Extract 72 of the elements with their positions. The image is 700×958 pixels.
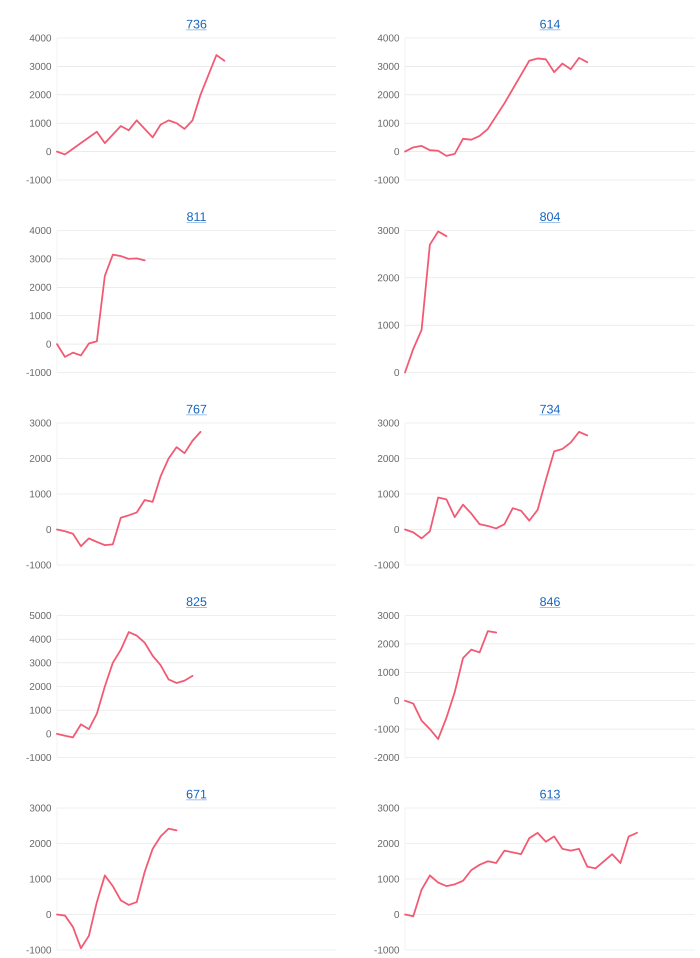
chart-title: 825 — [186, 597, 206, 606]
y-tick-label: 3000 — [30, 659, 52, 666]
line-series — [404, 630, 498, 740]
y-tick-label: 1000 — [378, 875, 400, 883]
y-tick-label: 2000 — [378, 91, 400, 98]
y-tick-label: 1000 — [378, 668, 400, 676]
y-tick-label: 3000 — [30, 62, 52, 70]
y-tick-label: 3000 — [378, 226, 400, 234]
y-tick-label: 3000 — [378, 612, 400, 620]
y-tick-label: 2000 — [378, 640, 400, 648]
line-series — [404, 832, 638, 918]
chart-title: 767 — [186, 404, 206, 414]
chart-title: 804 — [540, 212, 560, 222]
y-tick-label: 0 — [394, 697, 400, 704]
y-tick-label: 2000 — [378, 454, 400, 462]
y-tick-label: 5000 — [30, 612, 52, 620]
line-series — [56, 828, 178, 950]
y-tick-label: -1000 — [26, 368, 52, 376]
y-tick-label: -2000 — [374, 754, 400, 762]
y-tick-label: 3000 — [378, 804, 400, 812]
chart-title: 846 — [540, 597, 560, 606]
y-tick-label: 2000 — [30, 840, 52, 848]
y-tick-label: 1000 — [30, 312, 52, 320]
y-tick-label: 0 — [46, 730, 52, 738]
y-tick-label: 3000 — [30, 804, 52, 812]
y-tick-label: 0 — [46, 340, 52, 348]
y-tick-label: 1000 — [378, 322, 400, 329]
chart-title: 734 — [540, 404, 560, 414]
y-tick-label: 1000 — [30, 875, 52, 883]
y-tick-label: 4000 — [378, 34, 400, 42]
line-series — [56, 430, 202, 548]
y-tick-label: 0 — [394, 910, 400, 918]
chart-title: 811 — [187, 212, 206, 222]
y-tick-label: 2000 — [30, 284, 52, 291]
y-tick-label: 3000 — [378, 419, 400, 427]
y-tick-label: 4000 — [30, 34, 52, 42]
y-tick-label: -1000 — [374, 726, 400, 733]
chart-title: 736 — [186, 20, 206, 29]
y-tick-label: 2000 — [30, 454, 52, 462]
y-tick-label: 1000 — [30, 490, 52, 498]
y-tick-label: 2000 — [378, 840, 400, 848]
y-tick-label: 1000 — [30, 120, 52, 127]
y-tick-label: 3000 — [30, 255, 52, 262]
y-tick-label: -1000 — [26, 946, 52, 954]
y-tick-label: -1000 — [26, 176, 52, 184]
chart-title: 671 — [186, 790, 206, 799]
y-tick-label: 0 — [394, 148, 400, 156]
y-tick-label: -1000 — [374, 176, 400, 184]
y-tick-label: 0 — [394, 526, 400, 534]
y-tick-label: 3000 — [30, 419, 52, 427]
y-tick-label: -1000 — [374, 561, 400, 569]
y-tick-label: 0 — [46, 910, 52, 918]
line-series — [56, 254, 146, 358]
y-tick-label: 0 — [46, 148, 52, 156]
y-tick-label: 3000 — [378, 62, 400, 70]
chart-title: 613 — [540, 790, 560, 799]
y-tick-label: -1000 — [26, 754, 52, 762]
y-tick-label: 0 — [46, 526, 52, 534]
y-tick-label: -1000 — [374, 946, 400, 954]
y-tick-label: 1000 — [30, 706, 52, 714]
y-tick-label: 1000 — [378, 120, 400, 127]
y-tick-label: 1000 — [378, 490, 400, 498]
y-tick-label: 2000 — [30, 91, 52, 98]
y-tick-label: 2000 — [378, 274, 400, 282]
y-tick-label: 4000 — [30, 226, 52, 234]
y-tick-label: 0 — [394, 368, 400, 376]
y-tick-label: -1000 — [26, 561, 52, 569]
y-tick-label: 4000 — [30, 636, 52, 643]
line-series — [56, 631, 194, 738]
line-series — [404, 430, 588, 540]
chart-title: 614 — [540, 20, 560, 29]
y-tick-label: 2000 — [30, 682, 52, 690]
